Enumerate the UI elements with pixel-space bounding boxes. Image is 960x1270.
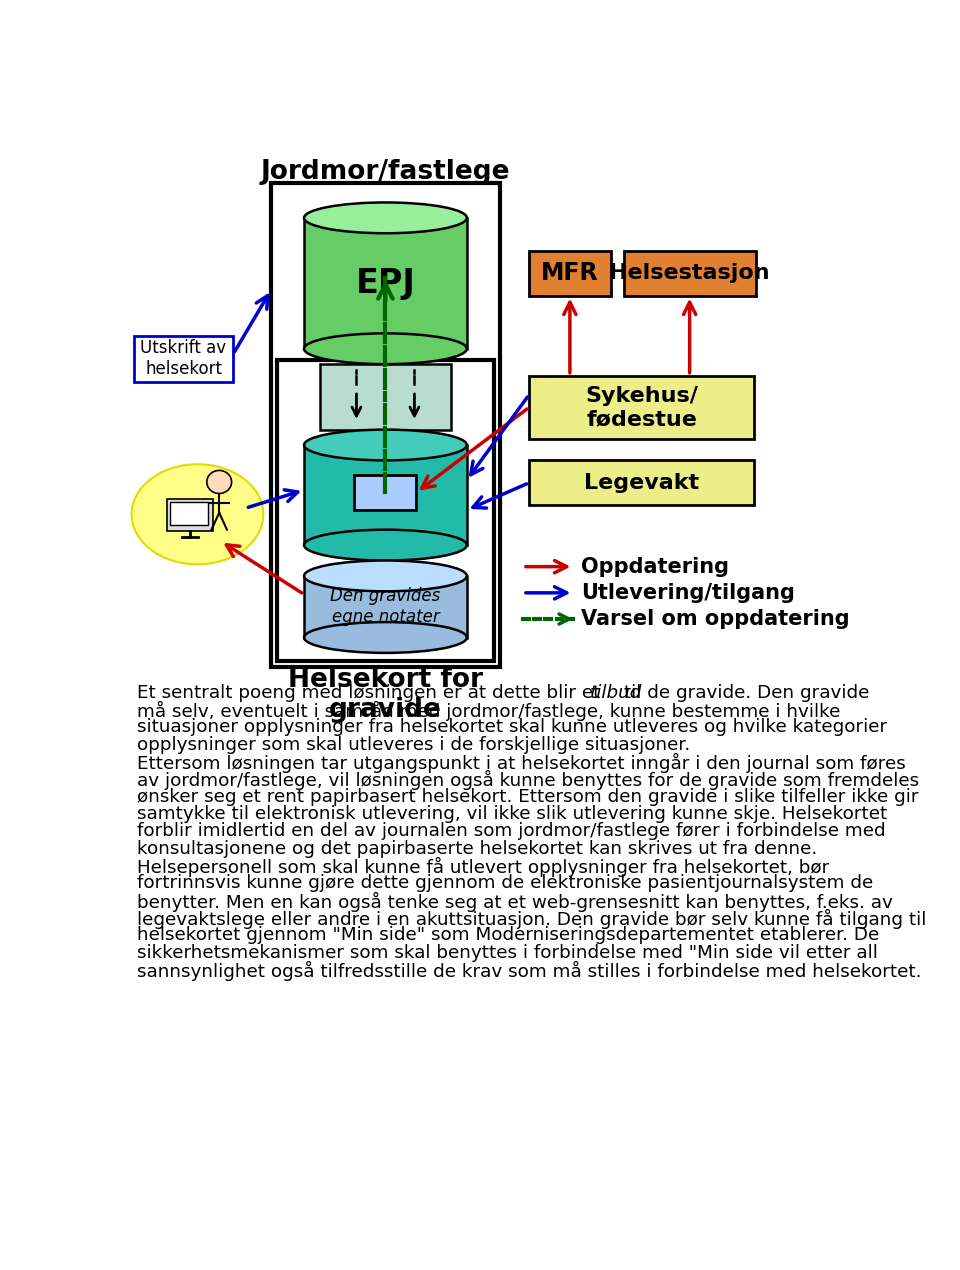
- Text: sikkerhetsmekanismer som skal benyttes i forbindelse med "Min side vil etter all: sikkerhetsmekanismer som skal benyttes i…: [137, 944, 878, 961]
- Text: Den gravides
egne notater: Den gravides egne notater: [330, 587, 441, 626]
- Ellipse shape: [132, 465, 263, 564]
- Text: av jordmor/fastlege, vil løsningen også kunne benyttes for de gravide som fremde: av jordmor/fastlege, vil løsningen også …: [137, 771, 919, 790]
- Text: Oppdatering: Oppdatering: [581, 556, 730, 577]
- Bar: [170, 502, 207, 525]
- Bar: [134, 335, 233, 382]
- Text: Sykehus/
fødestue: Sykehus/ fødestue: [586, 386, 698, 429]
- Bar: [624, 251, 756, 296]
- Text: må selv, eventuelt i samråd med jordmor/fastlege, kunne bestemme i hvilke: må selv, eventuelt i samråd med jordmor/…: [137, 701, 840, 721]
- Text: tilbud: tilbud: [589, 683, 642, 702]
- Bar: [529, 251, 611, 296]
- Bar: [529, 376, 754, 439]
- Bar: [354, 475, 417, 509]
- Ellipse shape: [304, 622, 467, 653]
- Text: Jordmor/fastlege: Jordmor/fastlege: [261, 159, 510, 184]
- Text: forblir imidlertid en del av journalen som jordmor/fastlege fører i forbindelse : forblir imidlertid en del av journalen s…: [137, 822, 886, 841]
- Text: EPJ: EPJ: [355, 267, 416, 300]
- Text: fortrinnsvis kunne gjøre dette gjennom de elektroniske pasientjournalsystem de: fortrinnsvis kunne gjøre dette gjennom d…: [137, 874, 874, 893]
- Text: sannsynlighet også tilfredsstille de krav som må stilles i forbindelse med helse: sannsynlighet også tilfredsstille de kra…: [137, 961, 922, 980]
- Ellipse shape: [304, 530, 467, 560]
- Text: situasjoner opplysninger fra helsekortet skal kunne utleveres og hvilke kategori: situasjoner opplysninger fra helsekortet…: [137, 719, 887, 737]
- Text: helsekortet gjennom "Min side" som Moderniseringsdepartementet etablerer. De: helsekortet gjennom "Min side" som Moder…: [137, 926, 879, 945]
- Text: samtykke til elektronisk utlevering, vil ikke slik utlevering kunne skje. Helsek: samtykke til elektronisk utlevering, vil…: [137, 805, 887, 823]
- Ellipse shape: [304, 560, 467, 592]
- Bar: [304, 575, 467, 638]
- Bar: [277, 361, 493, 660]
- Text: Ettersom løsningen tar utgangspunkt i at helsekortet inngår i den journal som fø: Ettersom løsningen tar utgangspunkt i at…: [137, 753, 906, 773]
- Ellipse shape: [206, 470, 231, 494]
- Ellipse shape: [304, 333, 467, 364]
- Text: Helsekort for
gravide: Helsekort for gravide: [288, 667, 483, 723]
- Ellipse shape: [304, 202, 467, 234]
- Bar: [166, 499, 213, 531]
- Text: Legevakt: Legevakt: [584, 472, 699, 493]
- Text: benytter. Men en kan også tenke seg at et web-grensesnitt kan benyttes, f.eks. a: benytter. Men en kan også tenke seg at e…: [137, 892, 893, 912]
- Text: Et sentralt poeng med løsningen er at dette blir et: Et sentralt poeng med løsningen er at de…: [137, 683, 607, 702]
- Ellipse shape: [304, 429, 467, 461]
- Text: MFR: MFR: [541, 262, 599, 286]
- Bar: [320, 364, 451, 429]
- Text: Helsepersonell som skal kunne få utlevert opplysninger fra helsekortet, bør: Helsepersonell som skal kunne få utlever…: [137, 857, 829, 878]
- Text: opplysninger som skal utleveres i de forskjellige situasjoner.: opplysninger som skal utleveres i de for…: [137, 735, 690, 753]
- Text: til de gravide. Den gravide: til de gravide. Den gravide: [617, 683, 869, 702]
- Text: Utskrift av
helsekort: Utskrift av helsekort: [140, 339, 227, 378]
- Bar: [304, 444, 467, 545]
- Text: ønsker seg et rent papirbasert helsekort. Ettersom den gravide i slike tilfeller: ønsker seg et rent papirbasert helsekort…: [137, 787, 919, 805]
- Text: Varsel om oppdatering: Varsel om oppdatering: [581, 610, 850, 629]
- Text: Helsestasjon: Helsestasjon: [610, 263, 770, 283]
- Bar: [271, 183, 500, 667]
- Text: legevaktslege eller andre i en akuttsituasjon. Den gravide bør selv kunne få til: legevaktslege eller andre i en akuttsitu…: [137, 909, 926, 928]
- Text: konsultasjonene og det papirbaserte helsekortet kan skrives ut fra denne.: konsultasjonene og det papirbaserte hels…: [137, 839, 817, 857]
- Bar: [529, 461, 754, 505]
- Bar: [304, 218, 467, 349]
- Text: Utlevering/tilgang: Utlevering/tilgang: [581, 583, 795, 603]
